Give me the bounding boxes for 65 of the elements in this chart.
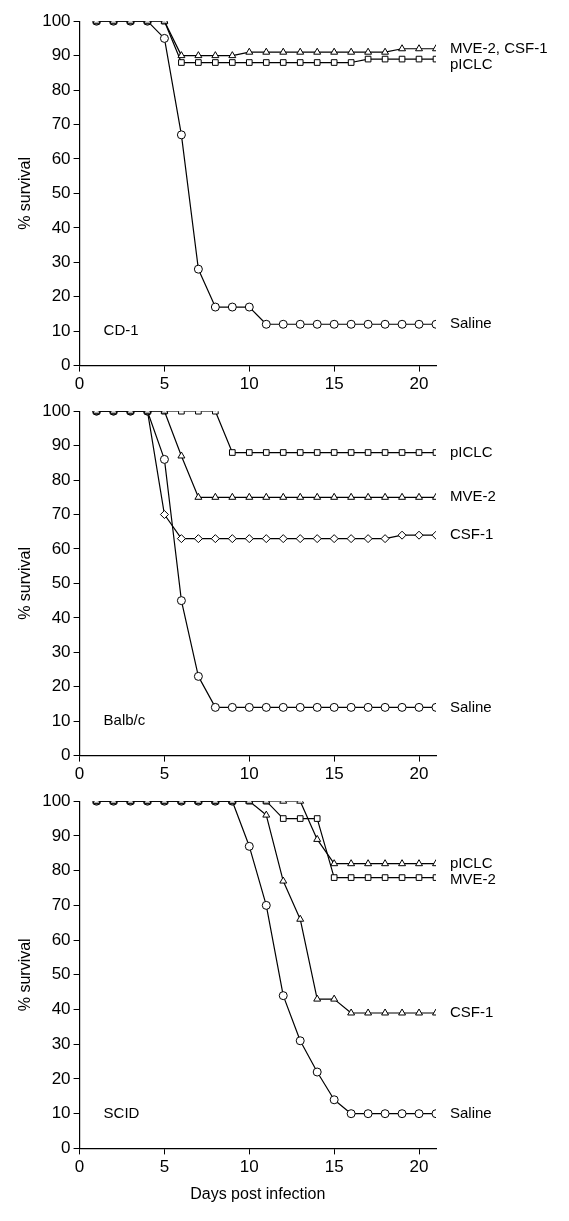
y-tick-label: 70 xyxy=(51,504,71,524)
y-tick-label: 30 xyxy=(51,251,71,271)
series-label: CSF-1 xyxy=(450,525,494,543)
y-tick-label: 30 xyxy=(51,1033,71,1053)
x-tick-label: 15 xyxy=(324,764,344,784)
y-tick-label: 20 xyxy=(51,676,71,696)
y-tick-label: 0 xyxy=(61,355,71,375)
y-tick-label: 50 xyxy=(51,183,71,203)
series-label: Saline xyxy=(450,1103,492,1121)
y-tick-label: 40 xyxy=(51,217,71,237)
y-tick-label: 60 xyxy=(51,148,71,168)
y-tick-label: 90 xyxy=(51,45,71,65)
x-tick-label: 20 xyxy=(409,374,429,394)
y-tick-label: 0 xyxy=(61,745,71,765)
y-tick-label: 100 xyxy=(42,400,71,420)
series-label: Saline xyxy=(450,314,492,332)
x-tick-label: 15 xyxy=(324,1157,344,1177)
y-tick-label: 30 xyxy=(51,641,71,661)
y-axis-title: % survival xyxy=(16,546,34,620)
y-tick-label: 50 xyxy=(51,573,71,593)
x-tick-label: 20 xyxy=(409,1157,429,1177)
y-tick-label: 50 xyxy=(51,964,71,984)
y-tick-label: 0 xyxy=(61,1138,71,1158)
y-tick-label: 100 xyxy=(42,10,71,30)
y-tick-label: 10 xyxy=(51,710,71,730)
y-tick-label: 100 xyxy=(42,790,71,810)
x-tick-label: 0 xyxy=(74,764,85,784)
x-tick-label: 5 xyxy=(159,374,170,394)
x-tick-label: 5 xyxy=(159,1157,170,1177)
y-tick-label: 20 xyxy=(51,286,71,306)
y-tick-label: 80 xyxy=(51,860,71,880)
y-tick-label: 70 xyxy=(51,114,71,134)
y-tick-label: 90 xyxy=(51,825,71,845)
y-tick-label: 70 xyxy=(51,895,71,915)
y-tick-label: 10 xyxy=(51,1103,71,1123)
y-tick-label: 80 xyxy=(51,79,71,99)
y-tick-label: 40 xyxy=(51,999,71,1019)
series-label: Saline xyxy=(450,697,492,715)
annotation: Balb/c xyxy=(103,711,146,729)
y-tick-label: 10 xyxy=(51,320,71,340)
x-tick-label: 15 xyxy=(324,374,344,394)
y-tick-label: 90 xyxy=(51,435,71,455)
y-tick-label: 80 xyxy=(51,469,71,489)
x-tick-label: 20 xyxy=(409,764,429,784)
series-label: pICLC xyxy=(450,54,493,72)
x-tick-label: 10 xyxy=(239,1157,259,1177)
x-tick-label: 10 xyxy=(239,374,259,394)
series-label: CSF-1 xyxy=(450,1003,494,1021)
y-tick-label: 60 xyxy=(51,929,71,949)
x-tick-label: 10 xyxy=(239,764,259,784)
x-tick-label: 5 xyxy=(159,764,170,784)
annotation: SCID xyxy=(103,1103,140,1121)
x-tick-label: 0 xyxy=(74,1157,85,1177)
series-label: MVE-2, CSF-1 xyxy=(450,38,548,56)
series-label: pICLC xyxy=(450,853,493,871)
y-tick-label: 20 xyxy=(51,1068,71,1088)
y-axis-title: % survival xyxy=(16,156,34,230)
x-tick-label: 0 xyxy=(74,374,85,394)
x-axis-title: Days post infection xyxy=(190,1184,326,1202)
y-tick-label: 40 xyxy=(51,607,71,627)
annotation: CD-1 xyxy=(103,321,139,339)
series-label: pICLC xyxy=(450,442,493,460)
series-label: MVE-2 xyxy=(450,487,496,505)
y-axis-title: % survival xyxy=(16,938,34,1012)
y-tick-label: 60 xyxy=(51,538,71,558)
